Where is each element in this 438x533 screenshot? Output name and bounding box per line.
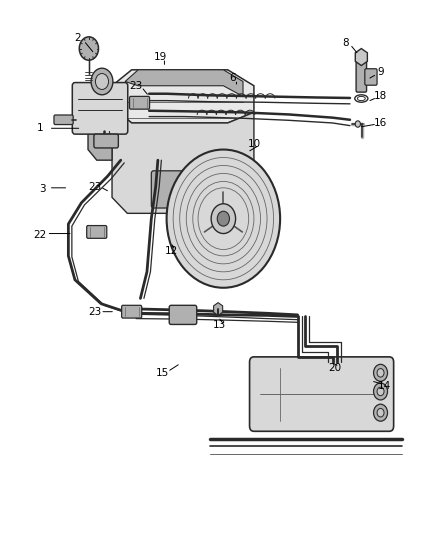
FancyBboxPatch shape [122,305,142,318]
FancyBboxPatch shape [94,134,118,148]
Text: 14: 14 [378,381,392,391]
Text: 23: 23 [88,182,101,192]
Text: 9: 9 [377,68,384,77]
Circle shape [211,204,236,233]
Text: 2: 2 [74,33,81,43]
Text: 20: 20 [328,362,341,373]
Text: 12: 12 [164,246,177,255]
Polygon shape [112,107,254,213]
FancyBboxPatch shape [130,96,150,109]
Circle shape [377,387,384,395]
Circle shape [79,37,99,60]
Text: 18: 18 [374,91,387,101]
Text: 1: 1 [37,123,43,133]
Text: 10: 10 [247,139,261,149]
Text: 23: 23 [129,81,143,91]
Circle shape [374,365,388,381]
Text: 3: 3 [39,184,46,195]
Text: 23: 23 [88,306,101,317]
Circle shape [355,121,360,127]
FancyBboxPatch shape [87,225,107,238]
Text: 8: 8 [343,38,349,48]
Polygon shape [125,70,243,96]
Circle shape [374,404,388,421]
FancyBboxPatch shape [365,69,377,85]
Text: 6: 6 [229,73,235,83]
Circle shape [374,383,388,400]
FancyBboxPatch shape [72,83,128,134]
FancyBboxPatch shape [250,357,394,431]
Circle shape [217,211,230,226]
Text: 19: 19 [153,52,167,61]
FancyBboxPatch shape [169,305,197,325]
Text: 22: 22 [33,230,46,240]
Circle shape [377,368,384,377]
Text: 16: 16 [374,118,387,128]
FancyBboxPatch shape [54,115,73,125]
FancyBboxPatch shape [356,60,367,92]
Circle shape [95,74,109,90]
Polygon shape [88,107,112,160]
Circle shape [166,150,280,288]
Circle shape [377,408,384,417]
Text: 13: 13 [212,320,226,330]
Text: 15: 15 [155,368,169,378]
FancyBboxPatch shape [151,171,191,208]
Polygon shape [112,70,254,123]
Circle shape [91,68,113,95]
